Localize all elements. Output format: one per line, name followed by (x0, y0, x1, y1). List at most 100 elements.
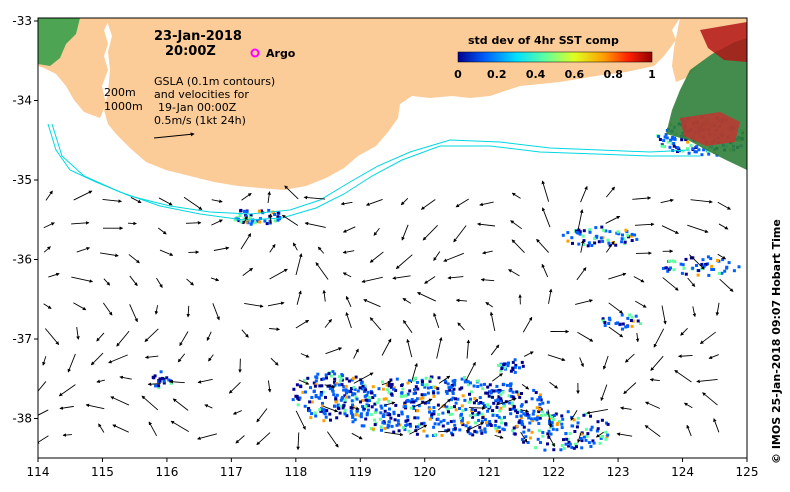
velocity-arrow-icon (635, 300, 647, 308)
sst-pixel (497, 425, 501, 429)
sst-pixel (479, 383, 483, 387)
sst-pixel (362, 406, 366, 410)
sst-pixel (397, 429, 401, 433)
sst-pixel (407, 429, 411, 433)
x-tick-label: 114 (27, 465, 50, 479)
velocity-arrow-icon (323, 405, 339, 413)
velocity-arrow-icon (674, 369, 692, 383)
sst-pixel (408, 379, 411, 383)
velocity-arrow-icon (687, 277, 696, 287)
sst-pixel (538, 393, 542, 397)
sst-pixel (709, 257, 713, 261)
sst-east-hot-2 (680, 112, 740, 146)
velocity-arrow-icon (633, 276, 645, 283)
sst-pixel (385, 383, 389, 387)
sst-pixel (494, 399, 498, 403)
velocity-arrow-icon (183, 196, 203, 210)
velocity-arrow-icon (547, 354, 566, 362)
velocity-arrow-icon (44, 328, 60, 346)
sst-pixel (499, 406, 503, 410)
velocity-arrow-icon (369, 251, 384, 263)
velocity-arrow-icon (494, 434, 504, 439)
velocity-arrow-icon (43, 222, 55, 229)
velocity-arrow-icon (119, 375, 132, 380)
velocity-arrow-icon (455, 298, 467, 303)
velocity-arrow-icon (508, 269, 520, 277)
sst-pixel (527, 416, 531, 420)
sst-pixel (626, 316, 630, 320)
sst-pixel (440, 433, 444, 437)
velocity-arrow-icon (403, 319, 413, 333)
velocity-arrow-icon (410, 362, 418, 384)
sst-pixel (555, 428, 559, 432)
velocity-arrow-icon (645, 401, 661, 409)
sst-pixel (622, 237, 626, 241)
sst-pixel (447, 386, 451, 390)
sst-pixel (496, 401, 500, 405)
velocity-arrow-icon (485, 302, 494, 308)
sst-pixel (480, 431, 484, 435)
sst-pixel (239, 209, 243, 213)
sst-pixel (458, 387, 462, 391)
sst-pixel (528, 421, 532, 425)
sst-pixel (324, 415, 328, 419)
sst-pixel (432, 412, 436, 416)
sst-pixel (292, 387, 296, 391)
sst-pixel (570, 424, 574, 428)
sst-pixel (508, 401, 512, 405)
velocity-arrow-icon (690, 199, 713, 204)
sst-pixel (628, 313, 632, 317)
sst-pixel (522, 440, 526, 444)
velocity-arrow-icon (295, 410, 306, 430)
sst-pixel (474, 408, 477, 412)
sst-pixel (511, 360, 515, 364)
velocity-arrow-icon (342, 250, 355, 254)
colorbar-tick-label: 1 (648, 68, 656, 81)
sst-pixel (356, 389, 360, 393)
sst-pixel (451, 390, 455, 394)
velocity-arrow-icon (351, 432, 363, 440)
sst-pixel (439, 420, 443, 424)
sst-pixel (428, 377, 432, 381)
sst-pixel (322, 411, 326, 415)
sst-pixel (453, 383, 457, 387)
velocity-arrow-icon (43, 303, 52, 309)
velocity-arrow-icon (392, 275, 411, 280)
x-tick-label: 115 (91, 465, 114, 479)
x-tick-label: 117 (220, 465, 243, 479)
sst-pixel (365, 398, 369, 402)
sst-pixel (586, 244, 590, 248)
sst-pixel (320, 384, 324, 388)
sst-pixel (497, 364, 500, 368)
sst-pixel (313, 411, 317, 415)
colorbar-gradient (457, 51, 653, 63)
sst-pixel (668, 145, 672, 149)
velocity-arrow-icon (395, 254, 413, 270)
sst-pixel (428, 379, 432, 383)
sst-pixel (387, 399, 391, 403)
sst-pixel (598, 441, 602, 445)
velocity-arrow-icon (547, 409, 553, 428)
sst-pixel (493, 423, 497, 427)
sst-pixel (579, 437, 583, 440)
sst-pixel (428, 407, 432, 411)
sst-pixel (539, 398, 543, 402)
sst-pixel (595, 234, 599, 238)
sst-pixel (616, 230, 620, 234)
velocity-arrow-icon (699, 331, 716, 345)
sst-pixel (476, 385, 480, 388)
sst-pixel (701, 258, 705, 262)
sst-pixel (338, 404, 342, 408)
sst-pixel (524, 413, 528, 417)
sst-pixel (710, 264, 714, 268)
sst-pixel (707, 152, 711, 156)
sst-pixel (681, 263, 685, 267)
velocity-arrow-icon (169, 380, 185, 384)
velocity-arrow-icon (185, 221, 202, 225)
sst-pixel (695, 264, 698, 267)
sst-pixel (512, 404, 516, 408)
sst-pixel (520, 420, 524, 424)
sst-pixel (590, 425, 594, 429)
sst-pixel (416, 416, 420, 420)
sst-pixel (345, 391, 349, 395)
